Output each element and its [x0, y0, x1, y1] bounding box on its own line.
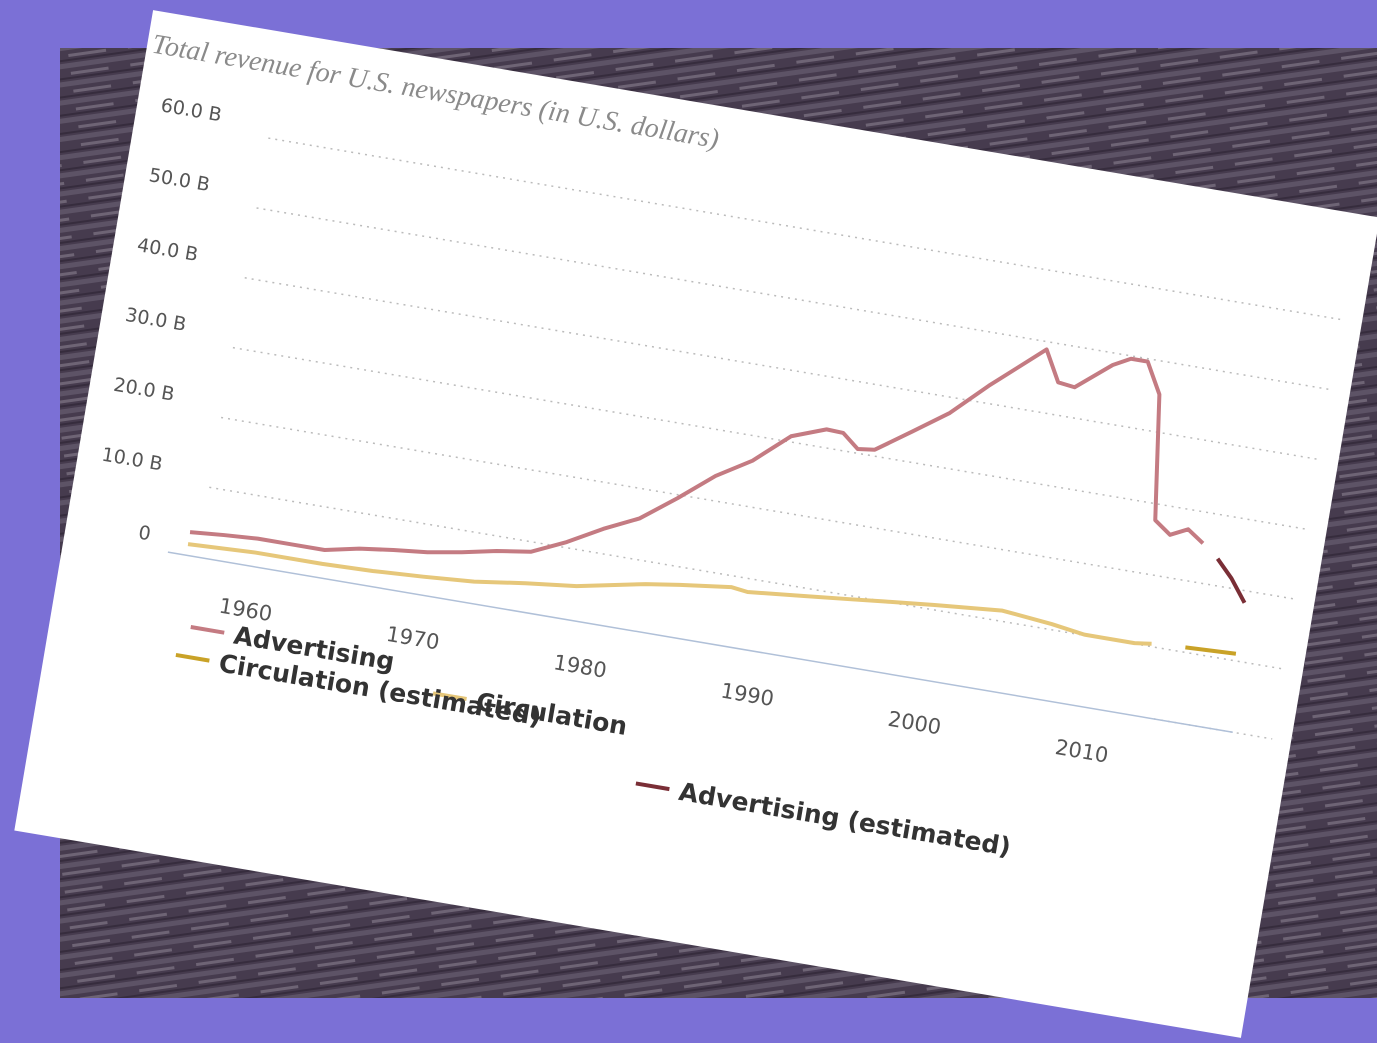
series-line [189, 347, 1205, 555]
legend-swatch [175, 652, 210, 663]
legend-swatch [635, 781, 670, 792]
grid-line [1153, 718, 1273, 740]
series-line [1185, 645, 1237, 656]
card-background [14, 10, 1377, 1038]
series-line [1215, 557, 1247, 604]
y-tick-label: 0 [137, 522, 153, 546]
x-axis [167, 551, 1233, 734]
legend-swatch [432, 691, 467, 701]
chart-card: Total revenue for U.S. newspapers (in U.… [14, 10, 1377, 1038]
legend-swatch [190, 625, 225, 635]
series-line [187, 542, 1152, 646]
